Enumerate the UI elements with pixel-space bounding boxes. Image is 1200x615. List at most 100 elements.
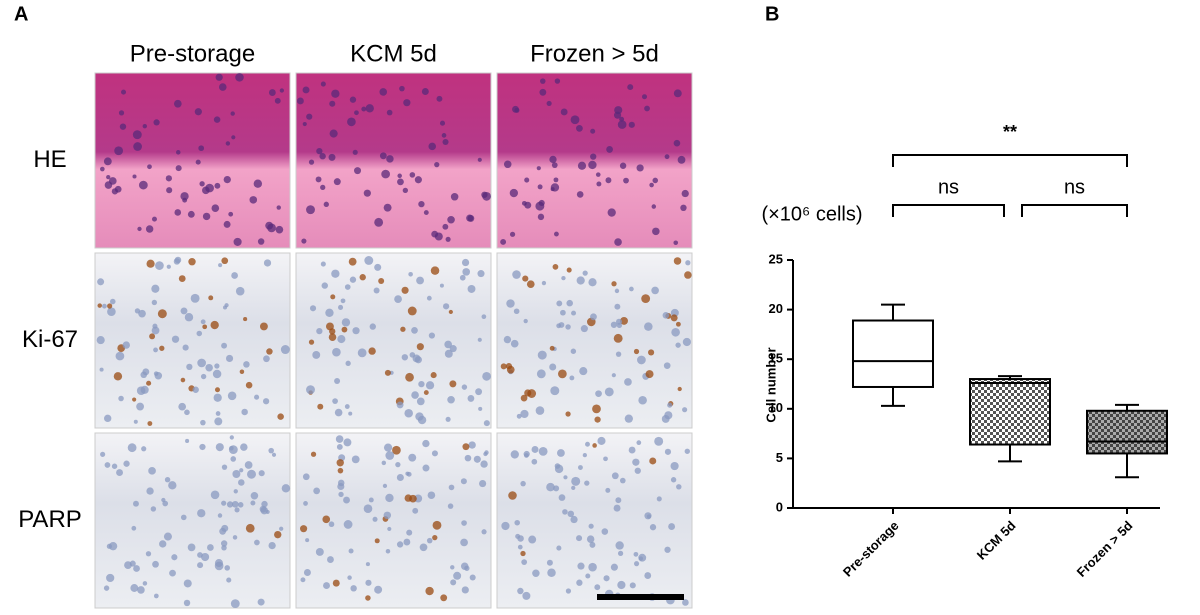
- cell: [478, 406, 483, 411]
- cell: [684, 271, 692, 279]
- cell: [611, 373, 616, 378]
- cell: [460, 478, 467, 485]
- cell: [506, 365, 515, 374]
- cell: [343, 496, 350, 504]
- y-axis-label: Cell number: [763, 347, 778, 422]
- cell: [648, 349, 655, 356]
- cell: [383, 443, 393, 452]
- cell: [664, 154, 670, 160]
- cell: [254, 539, 260, 546]
- cell: [151, 326, 160, 335]
- cell: [673, 139, 681, 147]
- cell: [668, 523, 676, 531]
- cell: [234, 507, 240, 513]
- cell: [349, 276, 357, 283]
- cell: [228, 211, 234, 217]
- cell: [426, 537, 433, 544]
- y-tick-label: 25: [769, 251, 783, 266]
- cell: [576, 276, 585, 285]
- cell: [180, 514, 187, 521]
- cell: [428, 332, 436, 339]
- cell: [349, 96, 357, 103]
- cell: [182, 197, 188, 203]
- cell: [614, 238, 622, 246]
- cell: [500, 363, 507, 370]
- cell: [447, 503, 454, 509]
- cell: [205, 363, 213, 372]
- cell: [230, 599, 240, 609]
- cell: [675, 321, 681, 327]
- cell: [590, 128, 596, 134]
- cell: [354, 110, 359, 116]
- cell: [425, 381, 435, 390]
- cell: [263, 355, 270, 363]
- cell: [277, 413, 284, 420]
- cell: [332, 398, 338, 405]
- box: [852, 319, 934, 388]
- cell: [166, 187, 173, 194]
- cell: [624, 414, 633, 423]
- cell: [541, 280, 547, 286]
- cell: [180, 377, 186, 383]
- cell: [300, 577, 306, 583]
- cell: [628, 121, 635, 128]
- cell: [121, 89, 127, 95]
- cell: [576, 579, 583, 586]
- cell: [385, 493, 394, 503]
- cell: [359, 274, 366, 281]
- cell: [133, 500, 139, 507]
- cell: [664, 411, 673, 420]
- cell: [419, 543, 428, 552]
- cell: [405, 372, 414, 382]
- cell: [633, 551, 639, 557]
- cell: [580, 325, 588, 333]
- cell: [445, 236, 451, 242]
- cell: [374, 263, 382, 271]
- cell: [100, 166, 105, 172]
- cell: [671, 327, 680, 337]
- cell: [268, 89, 276, 96]
- cell: [213, 393, 222, 402]
- cell: [337, 467, 344, 474]
- cell: [603, 575, 610, 582]
- micrograph: [496, 72, 693, 249]
- cell: [444, 340, 452, 349]
- cell: [585, 441, 590, 447]
- cell: [685, 260, 691, 266]
- cell: [159, 540, 167, 548]
- cell: [562, 509, 568, 515]
- cell: [560, 309, 566, 316]
- cell: [197, 562, 204, 569]
- micrograph: [94, 252, 291, 429]
- cell: [558, 494, 566, 501]
- cell: [215, 443, 224, 452]
- cell: [316, 147, 323, 155]
- cell: [221, 342, 228, 349]
- y-tick-label: 10: [769, 400, 783, 415]
- cell: [406, 529, 413, 536]
- significance-bracket: [1021, 204, 1128, 217]
- cell: [444, 349, 453, 358]
- cell: [585, 573, 591, 579]
- cell: [604, 387, 614, 397]
- cell: [103, 585, 110, 591]
- cell: [186, 363, 193, 371]
- cell: [577, 562, 585, 570]
- cell: [483, 420, 490, 427]
- cell: [224, 565, 230, 571]
- cell: [667, 402, 673, 408]
- cell: [558, 322, 565, 328]
- cell: [231, 272, 238, 279]
- cell: [582, 270, 588, 276]
- cell: [363, 504, 373, 514]
- cell: [343, 520, 353, 529]
- cell: [592, 443, 597, 448]
- cell: [312, 351, 321, 359]
- cell: [553, 177, 559, 183]
- cell: [461, 586, 469, 594]
- cell: [136, 402, 145, 411]
- cell: [403, 99, 411, 107]
- cell: [385, 451, 395, 460]
- cell: [469, 574, 476, 581]
- cell: [118, 395, 124, 402]
